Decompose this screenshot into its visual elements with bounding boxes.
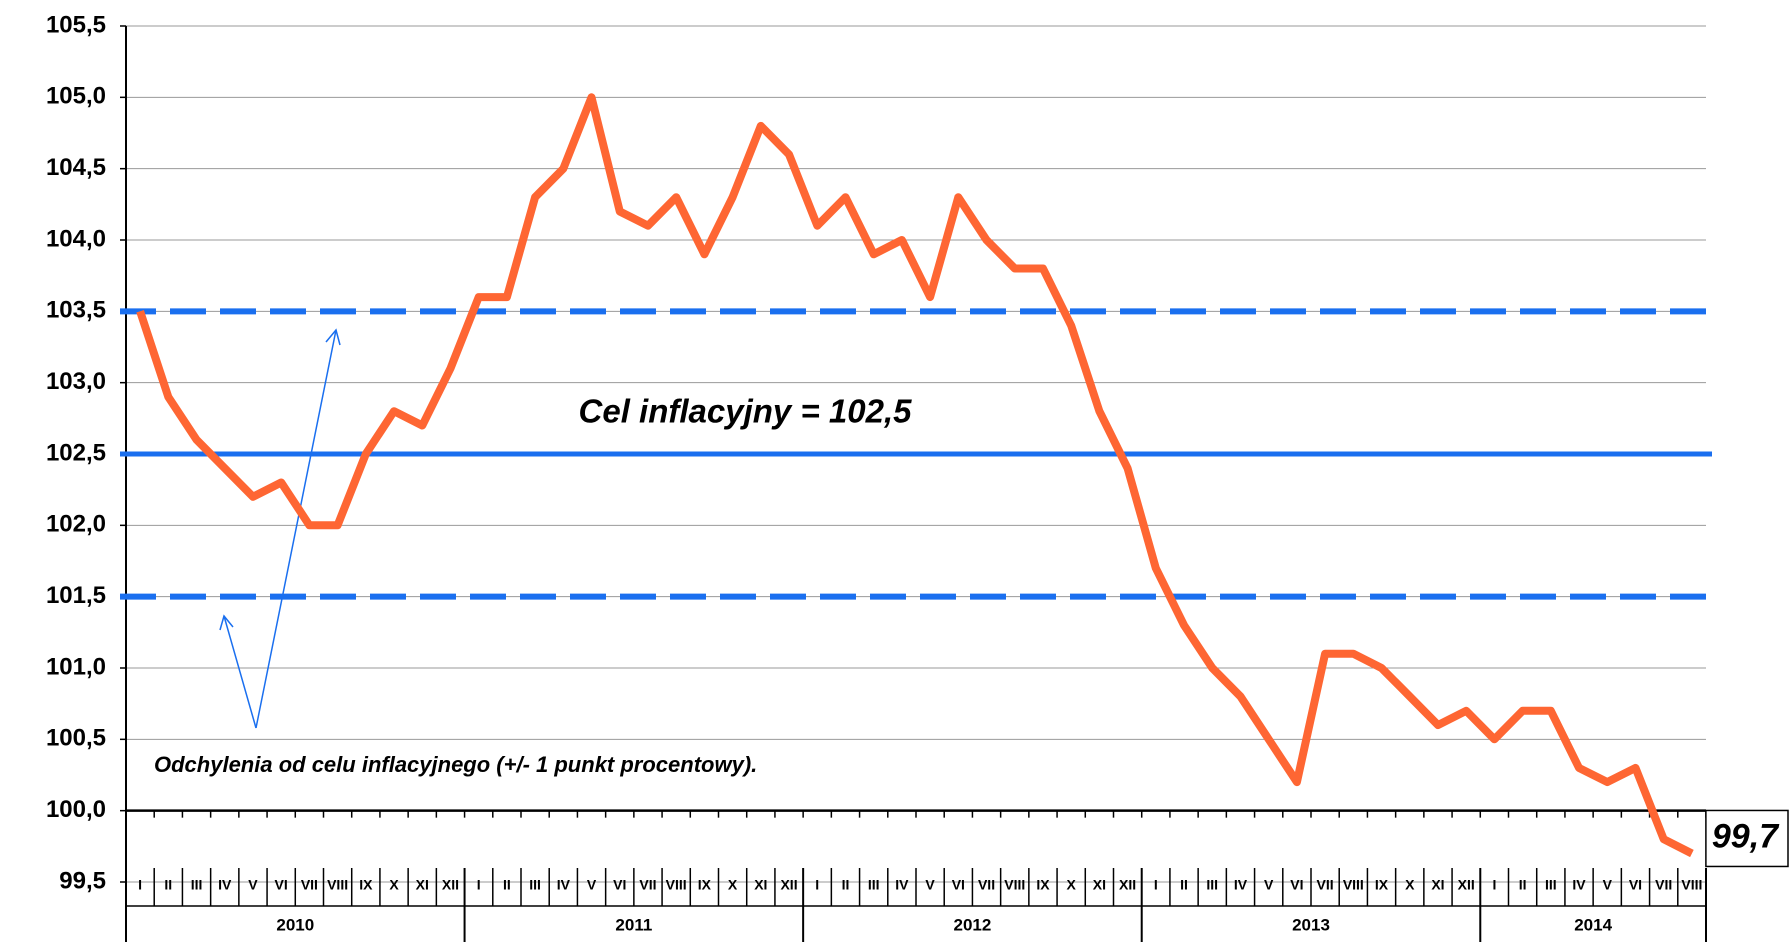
- x-tick-label: VI: [275, 877, 288, 893]
- y-tick-label: 101,5: [46, 582, 106, 609]
- x-tick-label: XI: [1431, 877, 1444, 893]
- x-tick-label: I: [477, 877, 481, 893]
- arrow-head: [219, 614, 234, 631]
- x-tick-label: XII: [1458, 877, 1475, 893]
- x-tick-label: VIII: [327, 877, 348, 893]
- y-tick-label: 104,5: [46, 154, 106, 181]
- x-tick-label: XI: [754, 877, 767, 893]
- x-tick-label: VIII: [1343, 877, 1364, 893]
- x-tick-label: VII: [1317, 877, 1334, 893]
- x-tick-label: X: [389, 877, 399, 893]
- x-tick-label: III: [868, 877, 880, 893]
- x-tick-label: VII: [1655, 877, 1672, 893]
- x-tick-label: II: [842, 877, 850, 893]
- year-label: 2012: [954, 915, 992, 934]
- x-tick-label: VI: [613, 877, 626, 893]
- x-tick-label: II: [503, 877, 511, 893]
- x-tick-label: V: [925, 877, 935, 893]
- x-tick-label: VIII: [1004, 877, 1025, 893]
- x-tick-label: I: [1154, 877, 1158, 893]
- x-tick-label: IX: [1375, 877, 1389, 893]
- x-tick-label: III: [1206, 877, 1218, 893]
- x-tick-label: IX: [698, 877, 712, 893]
- data-line: [136, 93, 1694, 858]
- x-tick-label: X: [728, 877, 738, 893]
- x-tick-label: IX: [1036, 877, 1050, 893]
- y-tick-label: 101,0: [46, 653, 106, 680]
- y-tick-label: 104,0: [46, 225, 106, 252]
- x-tick-label: IV: [1572, 877, 1586, 893]
- x-tick-label: I: [815, 877, 819, 893]
- x-tick-label: IX: [359, 877, 373, 893]
- x-tick-label: IV: [557, 877, 571, 893]
- x-tick-label: III: [529, 877, 541, 893]
- target-annotation: Cel inflacyjny = 102,5: [579, 393, 913, 430]
- x-tick-label: VIII: [1681, 877, 1702, 893]
- x-tick-label: XI: [416, 877, 429, 893]
- x-tick-label: VI: [952, 877, 965, 893]
- background-layer: 99,5 100,0 100,5 101,0 101,5 102,0 102,5 103,0 1…: [46, 11, 1712, 942]
- x-tick-label: X: [1405, 877, 1415, 893]
- x-tick-label: V: [1264, 877, 1274, 893]
- x-tick-label: VI: [1290, 877, 1303, 893]
- x-tick-label: II: [1519, 877, 1527, 893]
- x-tick-label: III: [191, 877, 203, 893]
- x-tick-label: IV: [895, 877, 909, 893]
- arrow: [223, 615, 257, 729]
- x-tick-label: V: [1603, 877, 1613, 893]
- arrow: [255, 329, 337, 729]
- x-tick-label: I: [1492, 877, 1496, 893]
- x-tick-label: III: [1545, 877, 1557, 893]
- x-tick-label: VII: [978, 877, 995, 893]
- year-label: 2013: [1292, 915, 1330, 934]
- y-tick-label: 102,0: [46, 511, 106, 538]
- y-tick-label: 100,5: [46, 725, 106, 752]
- x-tick-label: II: [1180, 877, 1188, 893]
- x-tick-label: V: [248, 877, 258, 893]
- arrow-head: [325, 328, 341, 346]
- y-tick-label: 105,0: [46, 83, 106, 110]
- arrows: [219, 328, 341, 729]
- x-tick-label: VII: [639, 877, 656, 893]
- y-tick-label: 99,5: [59, 867, 106, 894]
- x-tick-label: VIII: [666, 877, 687, 893]
- x-tick-label: XII: [780, 877, 797, 893]
- x-tick-label: X: [1067, 877, 1077, 893]
- y-tick-label: 105,5: [46, 11, 106, 38]
- x-tick-label: XI: [1093, 877, 1106, 893]
- y-tick-label: 103,0: [46, 368, 106, 395]
- value-label: 99,7: [1712, 817, 1780, 855]
- band-annotation: Odchylenia od celu inflacyjnego (+/- 1 p…: [154, 752, 757, 777]
- x-tick-label: VI: [1629, 877, 1642, 893]
- x-tick-label: IV: [1234, 877, 1248, 893]
- x-tick-label: I: [138, 877, 142, 893]
- y-tick-label: 100,0: [46, 796, 106, 823]
- y-tick-label: 103,5: [46, 297, 106, 324]
- value-label-box: [1705, 809, 1789, 868]
- x-tick-label: II: [164, 877, 172, 893]
- x-tick-label: IV: [218, 877, 232, 893]
- x-tick-label: XII: [442, 877, 459, 893]
- year-label: 2010: [276, 915, 314, 934]
- y-tick-label: 102,5: [46, 439, 106, 466]
- year-label: 2014: [1574, 915, 1612, 934]
- x-tick-label: XII: [1119, 877, 1136, 893]
- year-label: 2011: [615, 915, 652, 934]
- x-tick-label: VII: [301, 877, 318, 893]
- x-tick-label: V: [587, 877, 597, 893]
